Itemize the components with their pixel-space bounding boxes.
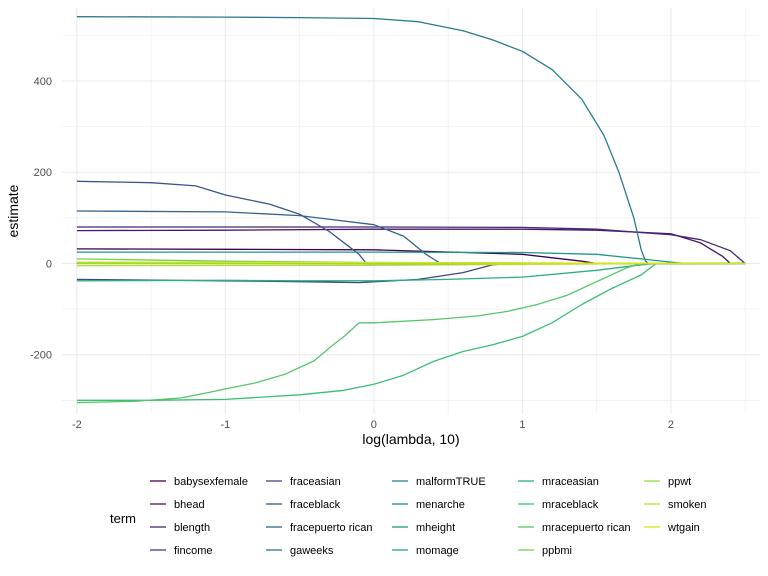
legend-label: gaweeks [290,545,334,557]
legend-label: mracepuerto rican [542,522,631,534]
legend-label: fracepuerto rican [290,522,373,534]
y-axis-title: estimate [5,184,21,237]
legend-label: mheight [416,522,455,534]
legend-label: blength [174,522,210,534]
series-line [76,248,746,265]
legend-label: smoken [668,499,707,511]
series-line [76,226,746,264]
legend-label: momage [416,545,459,557]
x-tick-label: 2 [668,419,674,431]
legend-label: wtgain [667,522,700,534]
y-tick-label: 400 [34,76,52,88]
series-line [76,261,746,265]
y-tick-labels: -200 0 200 400 [30,76,52,362]
legend-label: mraceblack [542,499,599,511]
y-tick-label: -200 [30,350,52,362]
y-tick-label: 0 [46,258,52,270]
series-line [76,210,746,265]
legend-label: malformTRUE [416,476,486,488]
legend-label: fraceasian [290,476,341,488]
series-line [76,262,746,401]
y-tick-label: 200 [34,167,52,179]
series-line [76,262,746,404]
x-tick-label: 0 [371,419,377,431]
legend-label: menarche [416,499,465,511]
x-tick-labels: -2 -1 0 1 2 [72,419,674,431]
x-tick-label: -2 [72,419,82,431]
legend-label: ppbmi [542,545,572,557]
x-axis-title: log(lambda, 10) [362,431,459,447]
legend-label: fincome [174,545,213,557]
x-tick-label: 1 [519,419,525,431]
legend-title: term [110,511,136,526]
legend: babysexfemale bhead blength fincome fraceasi… [150,476,707,557]
series-lines [76,16,746,404]
series-line [76,180,746,265]
series-line [76,16,746,265]
legend-label: babysexfemale [174,476,248,488]
legend-label: bhead [174,499,205,511]
x-tick-label: -1 [220,419,230,431]
legend-label: fraceblack [290,499,341,511]
legend-label: ppwt [668,476,691,488]
legend-label: mraceasian [542,476,599,488]
